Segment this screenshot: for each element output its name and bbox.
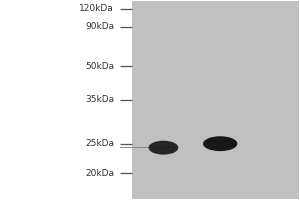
Text: 50kDa: 50kDa bbox=[85, 62, 114, 71]
Text: 25kDa: 25kDa bbox=[85, 139, 114, 148]
Text: 90kDa: 90kDa bbox=[85, 22, 114, 31]
Text: 120kDa: 120kDa bbox=[80, 4, 114, 13]
Bar bbox=[132, 1, 299, 199]
Ellipse shape bbox=[203, 136, 237, 151]
Ellipse shape bbox=[148, 141, 178, 155]
Text: 20kDa: 20kDa bbox=[85, 169, 114, 178]
Text: 35kDa: 35kDa bbox=[85, 95, 114, 104]
